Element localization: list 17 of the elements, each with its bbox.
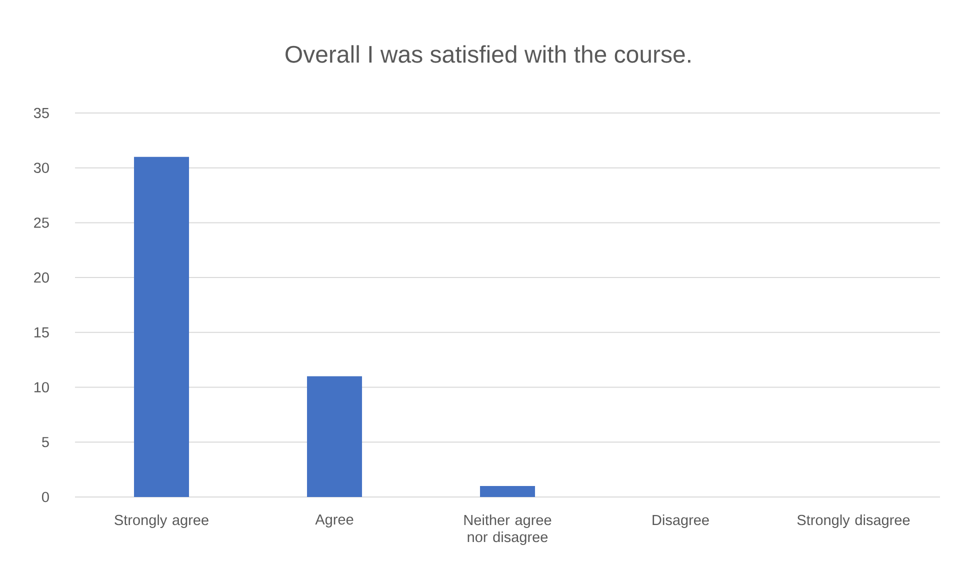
y-tick-label: 25 (34, 218, 49, 228)
y-tick-label: 20 (34, 272, 49, 283)
y-tick-label: 35 (34, 108, 49, 118)
x-tick-label: Strongly disagree (797, 514, 910, 528)
bar (307, 376, 362, 497)
y-tick-label: 10 (34, 382, 49, 392)
y-tick-label: 0 (42, 492, 49, 502)
x-tick-label: Strongly agree (114, 514, 208, 528)
x-tick-label: Disagree (652, 514, 709, 528)
x-tick-label: Agree (315, 514, 354, 528)
chart-title: Overall I was satisfied with the course. (286, 45, 690, 63)
x-tick-label: Neither agree nor disagree (464, 514, 552, 546)
y-tick-label: 15 (34, 327, 49, 338)
y-tick-label: 30 (34, 162, 49, 173)
y-tick-label: 5 (42, 437, 49, 448)
bar (134, 156, 190, 497)
bar (480, 486, 536, 497)
